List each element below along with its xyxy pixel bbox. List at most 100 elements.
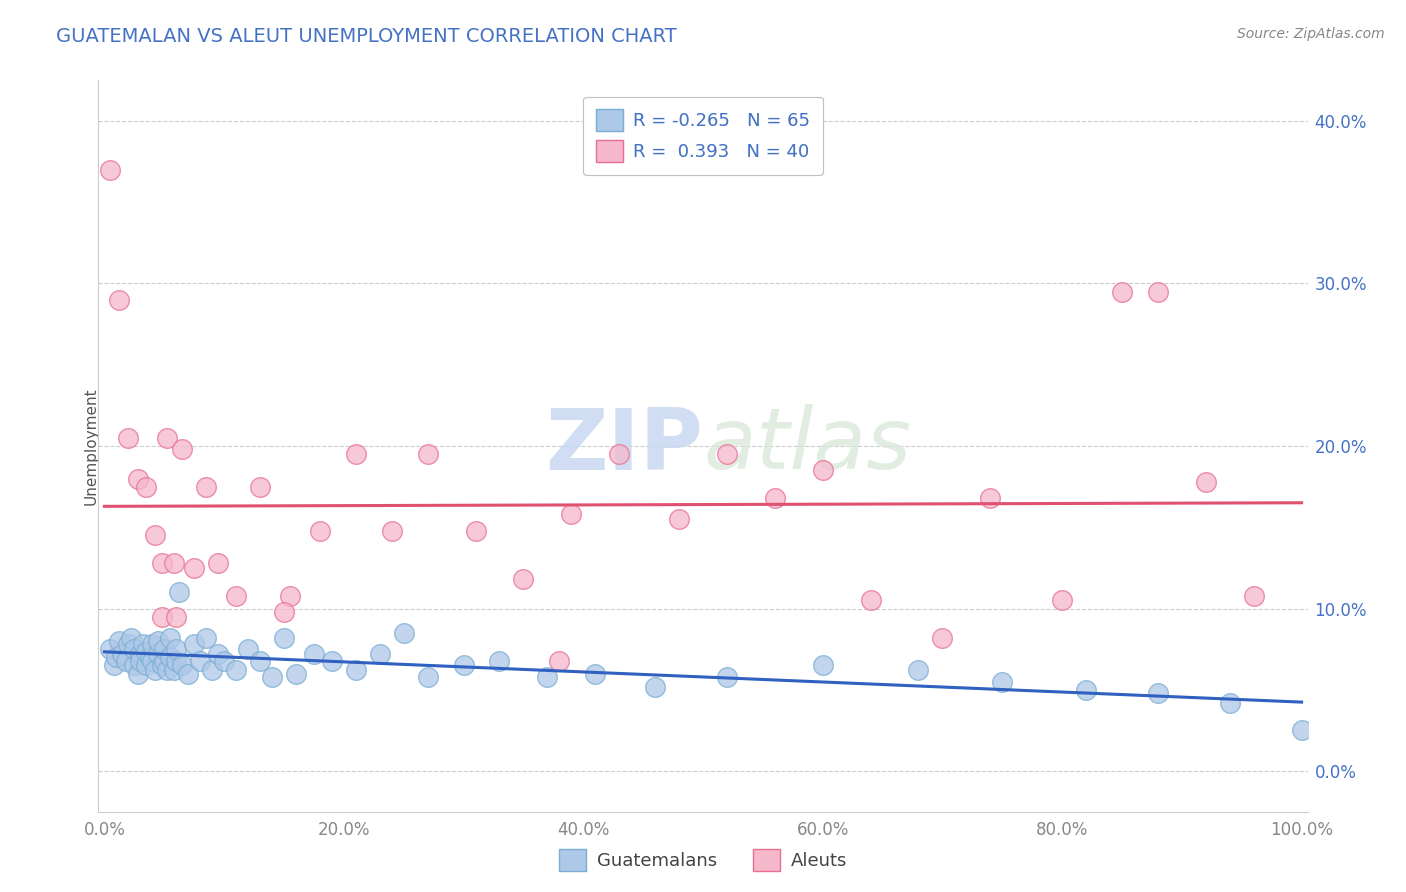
- Point: [105, 650, 128, 665]
- Point: [195, 631, 218, 645]
- Point: [488, 654, 510, 668]
- Point: [236, 642, 259, 657]
- Point: [201, 663, 224, 677]
- Point: [1147, 686, 1170, 700]
- Point: [302, 647, 325, 661]
- Point: [183, 637, 205, 651]
- Legend: Guatemalans, Aleuts: Guatemalans, Aleuts: [551, 842, 855, 879]
- Point: [859, 593, 882, 607]
- Point: [811, 658, 834, 673]
- Point: [172, 658, 194, 673]
- Point: [172, 442, 194, 457]
- Point: [249, 480, 271, 494]
- Point: [464, 524, 486, 538]
- Point: [207, 556, 229, 570]
- Point: [156, 663, 179, 677]
- Point: [177, 666, 200, 681]
- Point: [607, 447, 630, 461]
- Point: [560, 508, 582, 522]
- Point: [135, 645, 157, 659]
- Point: [278, 589, 301, 603]
- Point: [159, 650, 181, 665]
- Point: [143, 528, 166, 542]
- Point: [167, 585, 190, 599]
- Point: [163, 556, 186, 570]
- Point: [273, 605, 295, 619]
- Point: [188, 654, 211, 668]
- Point: [111, 647, 134, 661]
- Point: [416, 447, 439, 461]
- Point: [416, 670, 439, 684]
- Point: [159, 631, 181, 645]
- Point: [716, 447, 738, 461]
- Point: [150, 609, 173, 624]
- Point: [225, 663, 247, 677]
- Point: [344, 663, 367, 677]
- Point: [907, 663, 929, 677]
- Point: [165, 609, 187, 624]
- Point: [392, 626, 415, 640]
- Point: [249, 654, 271, 668]
- Point: [284, 666, 307, 681]
- Point: [583, 666, 606, 681]
- Point: [368, 647, 391, 661]
- Point: [165, 654, 187, 668]
- Point: [309, 524, 332, 538]
- Text: GUATEMALAN VS ALEUT UNEMPLOYMENT CORRELATION CHART: GUATEMALAN VS ALEUT UNEMPLOYMENT CORRELA…: [56, 27, 678, 45]
- Point: [143, 663, 166, 677]
- Point: [1111, 285, 1133, 299]
- Point: [1195, 475, 1218, 489]
- Point: [135, 480, 157, 494]
- Point: [979, 491, 1001, 505]
- Point: [344, 447, 367, 461]
- Point: [512, 572, 534, 586]
- Point: [1219, 696, 1241, 710]
- Point: [536, 670, 558, 684]
- Point: [163, 663, 186, 677]
- Point: [1243, 589, 1265, 603]
- Point: [115, 654, 138, 668]
- Y-axis label: Unemployment: Unemployment: [84, 387, 98, 505]
- Text: atlas: atlas: [703, 404, 911, 488]
- Point: [153, 642, 176, 657]
- Point: [991, 674, 1014, 689]
- Point: [763, 491, 786, 505]
- Point: [127, 471, 149, 485]
- Point: [212, 654, 235, 668]
- Point: [107, 293, 129, 307]
- Point: [124, 658, 146, 673]
- Point: [716, 670, 738, 684]
- Point: [129, 654, 152, 668]
- Point: [150, 556, 173, 570]
- Point: [150, 658, 173, 673]
- Point: [195, 480, 218, 494]
- Point: [127, 666, 149, 681]
- Point: [117, 431, 139, 445]
- Point: [156, 431, 179, 445]
- Point: [148, 647, 170, 661]
- Point: [132, 637, 155, 651]
- Point: [139, 650, 162, 665]
- Point: [644, 680, 666, 694]
- Point: [135, 658, 157, 673]
- Text: ZIP: ZIP: [546, 404, 703, 488]
- Point: [1291, 723, 1313, 738]
- Point: [100, 642, 122, 657]
- Point: [453, 658, 475, 673]
- Point: [100, 162, 122, 177]
- Point: [183, 561, 205, 575]
- Point: [260, 670, 283, 684]
- Point: [1147, 285, 1170, 299]
- Point: [124, 642, 146, 657]
- Point: [165, 642, 187, 657]
- Point: [548, 654, 571, 668]
- Point: [1074, 682, 1097, 697]
- Point: [120, 631, 142, 645]
- Point: [141, 637, 163, 651]
- Point: [225, 589, 247, 603]
- Point: [103, 658, 125, 673]
- Point: [931, 631, 953, 645]
- Point: [381, 524, 404, 538]
- Point: [668, 512, 690, 526]
- Point: [273, 631, 295, 645]
